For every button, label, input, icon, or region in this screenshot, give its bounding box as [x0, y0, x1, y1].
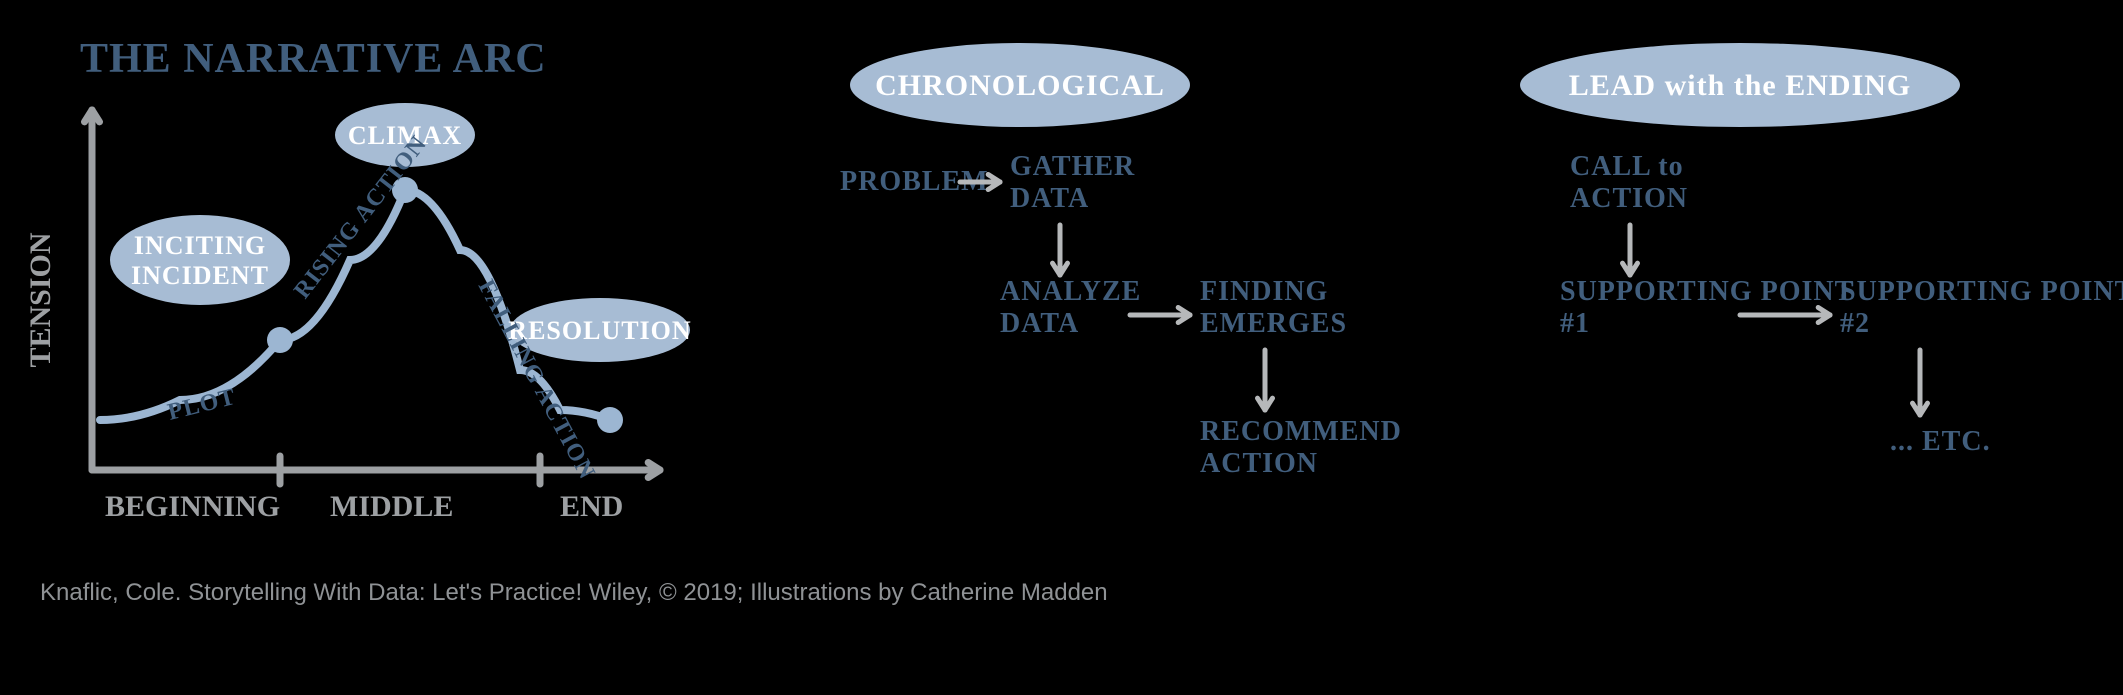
- arc-x-tick: END: [560, 490, 623, 523]
- arc-x-tick: MIDDLE: [330, 490, 453, 523]
- flow-node: CALL toACTION: [1570, 151, 1688, 214]
- arc-curve-dot: [267, 327, 293, 353]
- arc-pill-label: RESOLUTION: [508, 316, 691, 345]
- flow-node: ... ETC.: [1890, 426, 1991, 457]
- credit-line: Knaflic, Cole. Storytelling With Data: L…: [40, 579, 1108, 606]
- flow-header-label: LEAD with the ENDING: [1569, 69, 1912, 102]
- arc-y-label: TENSION: [24, 232, 57, 367]
- arc-title: THE NARRATIVE ARC: [80, 36, 547, 82]
- flow-node: FINDINGEMERGES: [1200, 276, 1347, 339]
- flow-header-label: CHRONOLOGICAL: [875, 69, 1165, 102]
- arc-pill: [110, 215, 290, 305]
- arc-x-tick: BEGINNING: [105, 490, 280, 523]
- arc-curve-dot: [597, 407, 623, 433]
- arc-pill-label: INCITINGINCIDENT: [131, 231, 269, 290]
